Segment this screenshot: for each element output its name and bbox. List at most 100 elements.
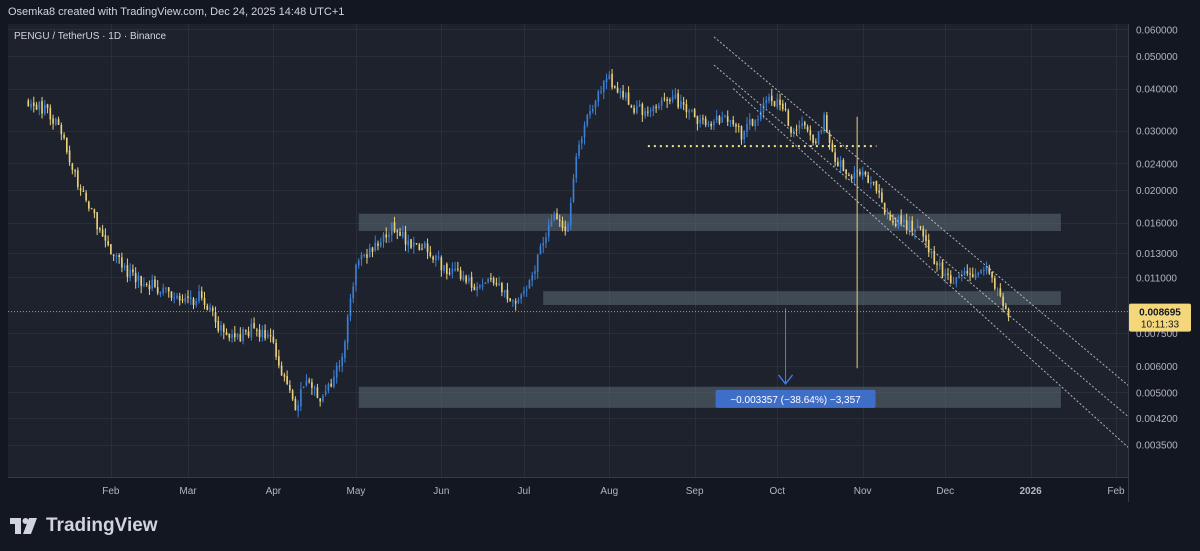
candle[interactable] <box>773 100 776 107</box>
candle[interactable] <box>275 338 277 361</box>
candle[interactable] <box>110 244 112 255</box>
candle[interactable] <box>809 125 812 141</box>
candle[interactable] <box>867 171 869 184</box>
price-zone-2[interactable] <box>543 291 1061 305</box>
measure-label[interactable]: −0.003357 (−38.64%) −3,357 <box>715 389 876 408</box>
candle[interactable] <box>244 329 247 335</box>
candle[interactable] <box>52 114 54 130</box>
channel-line-3[interactable] <box>732 88 1131 450</box>
price-axis[interactable] <box>1128 24 1192 502</box>
candle[interactable] <box>170 291 173 302</box>
candle[interactable] <box>663 92 666 102</box>
candle[interactable] <box>636 100 638 115</box>
candle[interactable] <box>145 282 148 287</box>
candle[interactable] <box>842 158 845 172</box>
candle[interactable] <box>743 130 746 144</box>
candle[interactable] <box>619 88 622 99</box>
candle[interactable] <box>462 271 465 282</box>
candle[interactable] <box>401 225 404 239</box>
candle[interactable] <box>669 97 671 105</box>
candle[interactable] <box>553 211 556 222</box>
candle[interactable] <box>748 113 751 130</box>
candle[interactable] <box>407 234 410 253</box>
candle[interactable] <box>985 261 988 275</box>
candle[interactable] <box>363 253 366 258</box>
candle[interactable] <box>404 225 407 252</box>
candle[interactable] <box>465 274 467 285</box>
candle[interactable] <box>143 277 145 288</box>
candle[interactable] <box>955 277 958 288</box>
candle[interactable] <box>655 104 657 113</box>
candle[interactable] <box>446 262 448 280</box>
candle[interactable] <box>454 261 456 272</box>
candle[interactable] <box>883 202 886 216</box>
candle[interactable] <box>688 108 690 120</box>
candle[interactable] <box>630 104 633 108</box>
candle[interactable] <box>468 274 470 284</box>
candle[interactable] <box>189 290 192 305</box>
candle[interactable] <box>269 328 272 343</box>
candle[interactable] <box>575 153 578 183</box>
candle[interactable] <box>242 326 244 345</box>
candle[interactable] <box>30 99 32 111</box>
candle[interactable] <box>949 270 952 285</box>
candle[interactable] <box>622 84 624 100</box>
candle[interactable] <box>996 287 999 297</box>
candle[interactable] <box>90 207 93 210</box>
candle[interactable] <box>627 86 630 106</box>
candle[interactable] <box>680 94 682 109</box>
candle[interactable] <box>385 227 388 243</box>
price-zone-3[interactable] <box>358 386 1061 408</box>
candle[interactable] <box>916 219 919 229</box>
candle[interactable] <box>768 93 770 104</box>
candle[interactable] <box>746 117 748 138</box>
candle[interactable] <box>399 227 401 237</box>
candle[interactable] <box>710 121 713 130</box>
candle[interactable] <box>198 284 200 304</box>
candle[interactable] <box>881 188 883 204</box>
candle[interactable] <box>693 108 696 118</box>
candle[interactable] <box>308 377 310 384</box>
candle[interactable] <box>691 108 693 113</box>
candle[interactable] <box>324 384 327 397</box>
candle[interactable] <box>583 121 586 145</box>
candle[interactable] <box>834 147 836 167</box>
candle[interactable] <box>729 119 732 127</box>
candle[interactable] <box>156 280 159 296</box>
candle[interactable] <box>236 333 239 340</box>
candle[interactable] <box>96 211 98 236</box>
channel-line-2[interactable] <box>713 64 1131 419</box>
candle[interactable] <box>718 114 721 126</box>
candle[interactable] <box>903 215 905 227</box>
candle[interactable] <box>123 263 126 271</box>
candle[interactable] <box>217 316 220 333</box>
candle[interactable] <box>434 254 437 267</box>
candle[interactable] <box>41 96 43 119</box>
candle[interactable] <box>702 114 704 125</box>
candle[interactable] <box>393 216 396 234</box>
candle[interactable] <box>751 118 754 127</box>
candle[interactable] <box>115 252 118 264</box>
candle[interactable] <box>440 255 443 277</box>
candle[interactable] <box>600 86 602 95</box>
candle[interactable] <box>289 380 291 394</box>
candle[interactable] <box>547 218 550 242</box>
candle[interactable] <box>344 339 346 363</box>
candle[interactable] <box>319 398 321 407</box>
candle[interactable] <box>357 258 360 269</box>
candle[interactable] <box>203 291 206 310</box>
candle[interactable] <box>938 258 941 270</box>
candle[interactable] <box>597 89 600 107</box>
candle[interactable] <box>68 145 71 166</box>
candle[interactable] <box>558 214 561 227</box>
candle[interactable] <box>993 275 996 291</box>
candle[interactable] <box>46 103 49 114</box>
candle[interactable] <box>360 251 363 266</box>
candle[interactable] <box>806 124 809 133</box>
candle[interactable] <box>616 81 619 94</box>
candle[interactable] <box>528 279 531 289</box>
candle[interactable] <box>176 292 178 300</box>
candle[interactable] <box>578 140 580 159</box>
candle[interactable] <box>740 125 743 145</box>
candle[interactable] <box>677 89 679 110</box>
